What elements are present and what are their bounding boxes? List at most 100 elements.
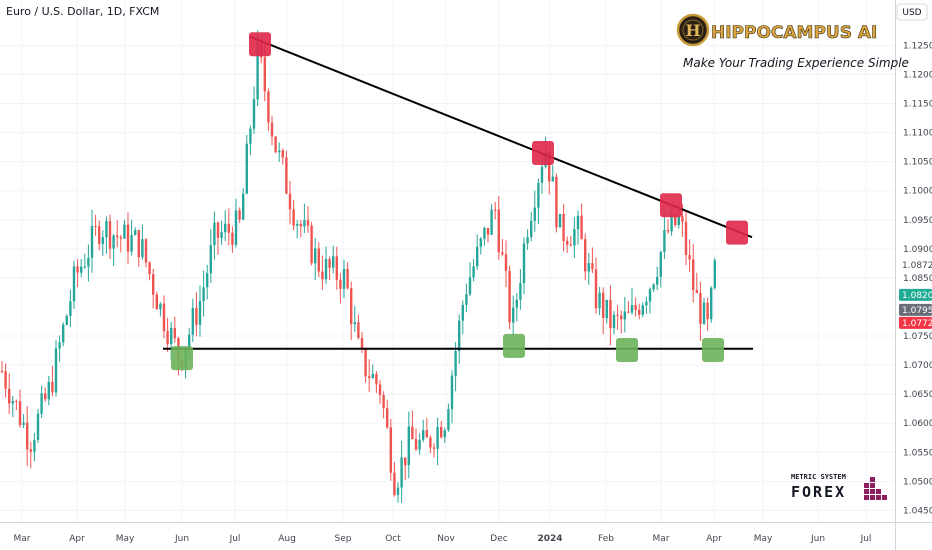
x-tick-label: Jul xyxy=(860,534,872,544)
brand-logo: H HIPPOCAMPUS AI Make Your Trading Exper… xyxy=(676,13,909,70)
candle xyxy=(252,86,256,135)
candle xyxy=(166,317,169,352)
candle xyxy=(371,364,374,379)
candle xyxy=(58,335,61,362)
candle xyxy=(389,418,392,481)
candle xyxy=(15,399,18,410)
candle xyxy=(198,285,202,337)
candle xyxy=(609,285,612,346)
candle xyxy=(404,457,407,480)
candle xyxy=(634,297,637,317)
y-tick-label: 1.07500 xyxy=(903,332,932,342)
x-tick-label: Aug xyxy=(278,534,296,544)
candle xyxy=(40,385,43,418)
candle xyxy=(299,219,302,238)
candle xyxy=(317,242,320,278)
support-touch-marker xyxy=(616,337,638,362)
candle xyxy=(47,375,50,406)
candle xyxy=(645,296,648,314)
candle xyxy=(576,210,580,245)
candle xyxy=(245,134,248,195)
y-tick-label: 1.11000 xyxy=(903,129,932,139)
y-tick-label: 1.05000 xyxy=(903,477,932,487)
candle xyxy=(231,226,234,253)
candle xyxy=(296,219,299,239)
candle xyxy=(155,291,158,310)
candle xyxy=(483,226,486,246)
candle xyxy=(227,208,230,246)
candle xyxy=(162,295,166,339)
candle xyxy=(699,281,702,341)
price-badge-label: 1.08207 xyxy=(902,291,932,301)
candle xyxy=(440,420,443,439)
candle xyxy=(328,256,331,281)
candle xyxy=(501,238,504,256)
candle xyxy=(414,428,418,451)
currency-button[interactable]: USD xyxy=(896,3,928,21)
candle xyxy=(202,270,205,317)
support-touch-marker xyxy=(503,333,525,358)
x-tick-label: Mar xyxy=(653,534,670,544)
candle xyxy=(242,188,245,220)
candle xyxy=(141,224,144,260)
brand-name: HIPPOCAMPUS AI xyxy=(711,23,877,43)
resistance-touch-marker xyxy=(660,193,682,218)
candle xyxy=(8,373,11,414)
candle xyxy=(530,211,533,242)
candle xyxy=(116,220,119,248)
candle xyxy=(497,195,500,260)
candle xyxy=(314,238,317,280)
candle xyxy=(641,302,644,318)
x-tick-label: Sep xyxy=(335,534,352,544)
candle xyxy=(303,203,306,234)
x-tick-label: Apr xyxy=(69,534,85,544)
candle xyxy=(29,441,32,469)
candle xyxy=(321,255,324,291)
candle xyxy=(555,173,558,233)
y-tick-label: 1.10500 xyxy=(903,158,932,168)
candle xyxy=(26,406,29,467)
support-touch-marker xyxy=(702,337,724,362)
candle xyxy=(620,310,623,334)
candle xyxy=(346,262,349,290)
x-tick-label: Mar xyxy=(14,534,31,544)
candle xyxy=(353,306,356,332)
candle xyxy=(584,233,587,281)
candle xyxy=(512,295,515,338)
candle xyxy=(87,244,90,282)
candle xyxy=(468,262,472,297)
candle xyxy=(400,440,403,503)
y-tick-label: 1.06500 xyxy=(903,390,932,400)
candle xyxy=(684,210,688,266)
candle xyxy=(713,258,716,290)
candle xyxy=(447,403,450,432)
price-badge-label: 1.08726 xyxy=(902,261,932,271)
candle xyxy=(364,347,367,383)
candle xyxy=(648,287,652,314)
candle xyxy=(486,227,490,243)
candle xyxy=(602,287,605,335)
candle xyxy=(587,252,590,285)
candle xyxy=(476,234,479,270)
candle xyxy=(702,298,706,325)
candle xyxy=(411,410,414,440)
candle xyxy=(94,214,97,236)
y-tick-label: 1.10000 xyxy=(903,187,932,197)
candle xyxy=(375,371,378,393)
candle xyxy=(652,283,655,293)
candle xyxy=(706,297,709,331)
candle xyxy=(206,264,209,300)
candle xyxy=(659,250,662,288)
y-axis: 1.04500 1.05000 1.05500 1.06000 1.06500 1.070… xyxy=(895,0,932,550)
x-tick-label: 2024 xyxy=(537,534,562,544)
candle xyxy=(51,365,54,397)
candle xyxy=(83,253,86,269)
y-tick-label: 1.05500 xyxy=(903,448,932,458)
resistance-touch-marker xyxy=(726,220,748,245)
grid xyxy=(0,0,895,522)
candle xyxy=(436,417,439,466)
candle xyxy=(616,304,619,330)
candle xyxy=(443,427,446,443)
candle xyxy=(627,301,630,314)
